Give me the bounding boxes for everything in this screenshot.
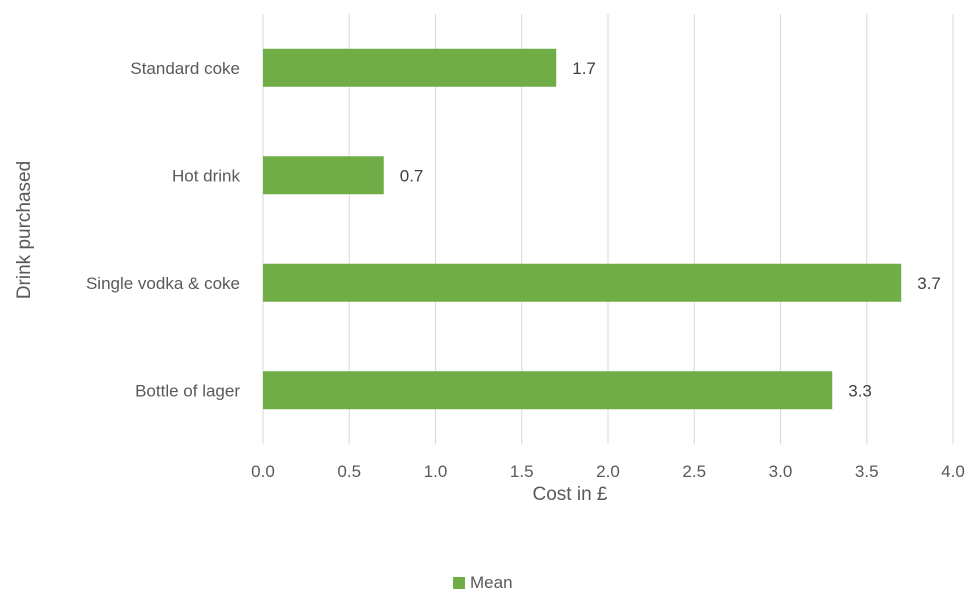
x-tick-label: 3.0 xyxy=(769,462,793,481)
category-label: Single vodka & coke xyxy=(86,274,240,293)
x-tick-label: 2.5 xyxy=(682,462,706,481)
legend-label-mean: Mean xyxy=(470,573,513,592)
bar xyxy=(263,156,384,195)
x-tick-label: 4.0 xyxy=(941,462,965,481)
category-labels: Standard coke Hot drink Single vodka & cok… xyxy=(86,59,241,401)
x-tick-label: 2.0 xyxy=(596,462,620,481)
data-label: 0.7 xyxy=(400,166,424,185)
x-tick-label: 3.5 xyxy=(855,462,879,481)
bar xyxy=(263,48,557,87)
bar xyxy=(263,263,902,302)
data-label: 1.7 xyxy=(572,59,596,78)
x-tick-label: 1.0 xyxy=(424,462,448,481)
category-label: Hot drink xyxy=(172,166,241,185)
category-label: Standard coke xyxy=(130,59,240,78)
x-axis-title: Cost in £ xyxy=(533,484,608,505)
bars xyxy=(263,48,902,410)
legend: Mean xyxy=(453,573,513,592)
bar xyxy=(263,371,833,410)
x-tick-label: 1.5 xyxy=(510,462,534,481)
data-label: 3.3 xyxy=(848,381,872,400)
x-tick-label: 0.0 xyxy=(251,462,275,481)
x-tick-labels: 0.0 0.5 1.0 1.5 2.0 2.5 3.0 3.5 4.0 xyxy=(251,462,965,481)
legend-swatch-mean xyxy=(453,577,465,589)
data-label: 3.7 xyxy=(917,274,941,293)
category-label: Bottle of lager xyxy=(135,381,240,400)
y-axis-title: Drink purchased xyxy=(14,161,35,299)
data-labels: 1.7 0.7 3.7 3.3 xyxy=(400,59,941,401)
x-tick-label: 0.5 xyxy=(337,462,361,481)
